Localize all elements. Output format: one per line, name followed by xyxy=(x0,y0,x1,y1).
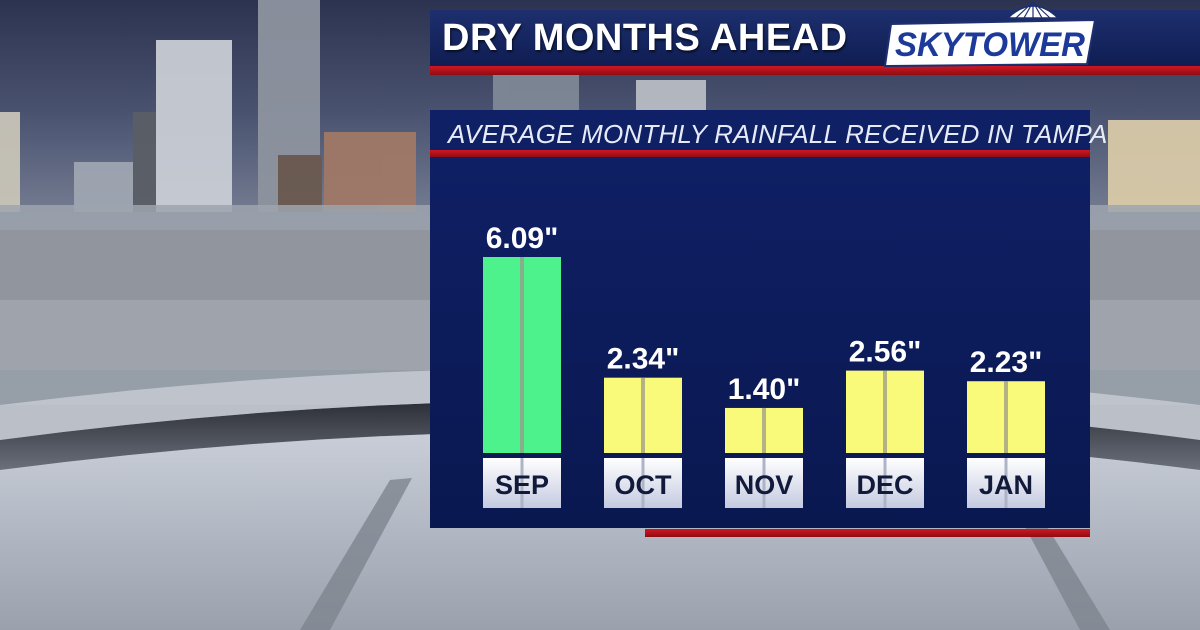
bar-divider xyxy=(762,407,766,453)
page-title: DRY MONTHS AHEAD xyxy=(442,17,848,59)
value-label-sep: 6.09" xyxy=(486,222,559,255)
category-tab-divider xyxy=(762,458,766,508)
category-label-jan: JAN xyxy=(979,470,1033,500)
bar-divider xyxy=(520,257,524,453)
category-label-dec: DEC xyxy=(856,470,913,500)
category-label-oct: OCT xyxy=(615,470,673,500)
skyline-buildings xyxy=(0,0,1200,212)
category-tab-divider xyxy=(883,458,887,508)
panel-bottom-stripe xyxy=(645,529,1090,537)
category-tab-divider xyxy=(641,458,645,508)
value-label-nov: 1.40" xyxy=(728,373,801,406)
category-label-sep: SEP xyxy=(495,470,549,500)
category-tab-divider xyxy=(1004,458,1008,508)
panel-title-underline xyxy=(430,150,1090,157)
bar-divider xyxy=(1004,381,1008,453)
header-red-stripe xyxy=(430,66,1200,75)
logo-text: SKYTOWER xyxy=(895,26,1085,64)
bar-divider xyxy=(883,370,887,453)
value-label-oct: 2.34" xyxy=(607,343,680,376)
category-tab-divider xyxy=(520,458,524,508)
category-label-nov: NOV xyxy=(735,470,794,500)
value-label-jan: 2.23" xyxy=(970,346,1043,379)
chart-title: AVERAGE MONTHLY RAINFALL RECEIVED IN TAM… xyxy=(448,119,1108,149)
bar-divider xyxy=(641,377,645,453)
tower-dome-icon xyxy=(1006,0,1060,19)
value-label-dec: 2.56" xyxy=(849,336,922,369)
skytower-logo: SKYTOWER xyxy=(883,0,1097,68)
